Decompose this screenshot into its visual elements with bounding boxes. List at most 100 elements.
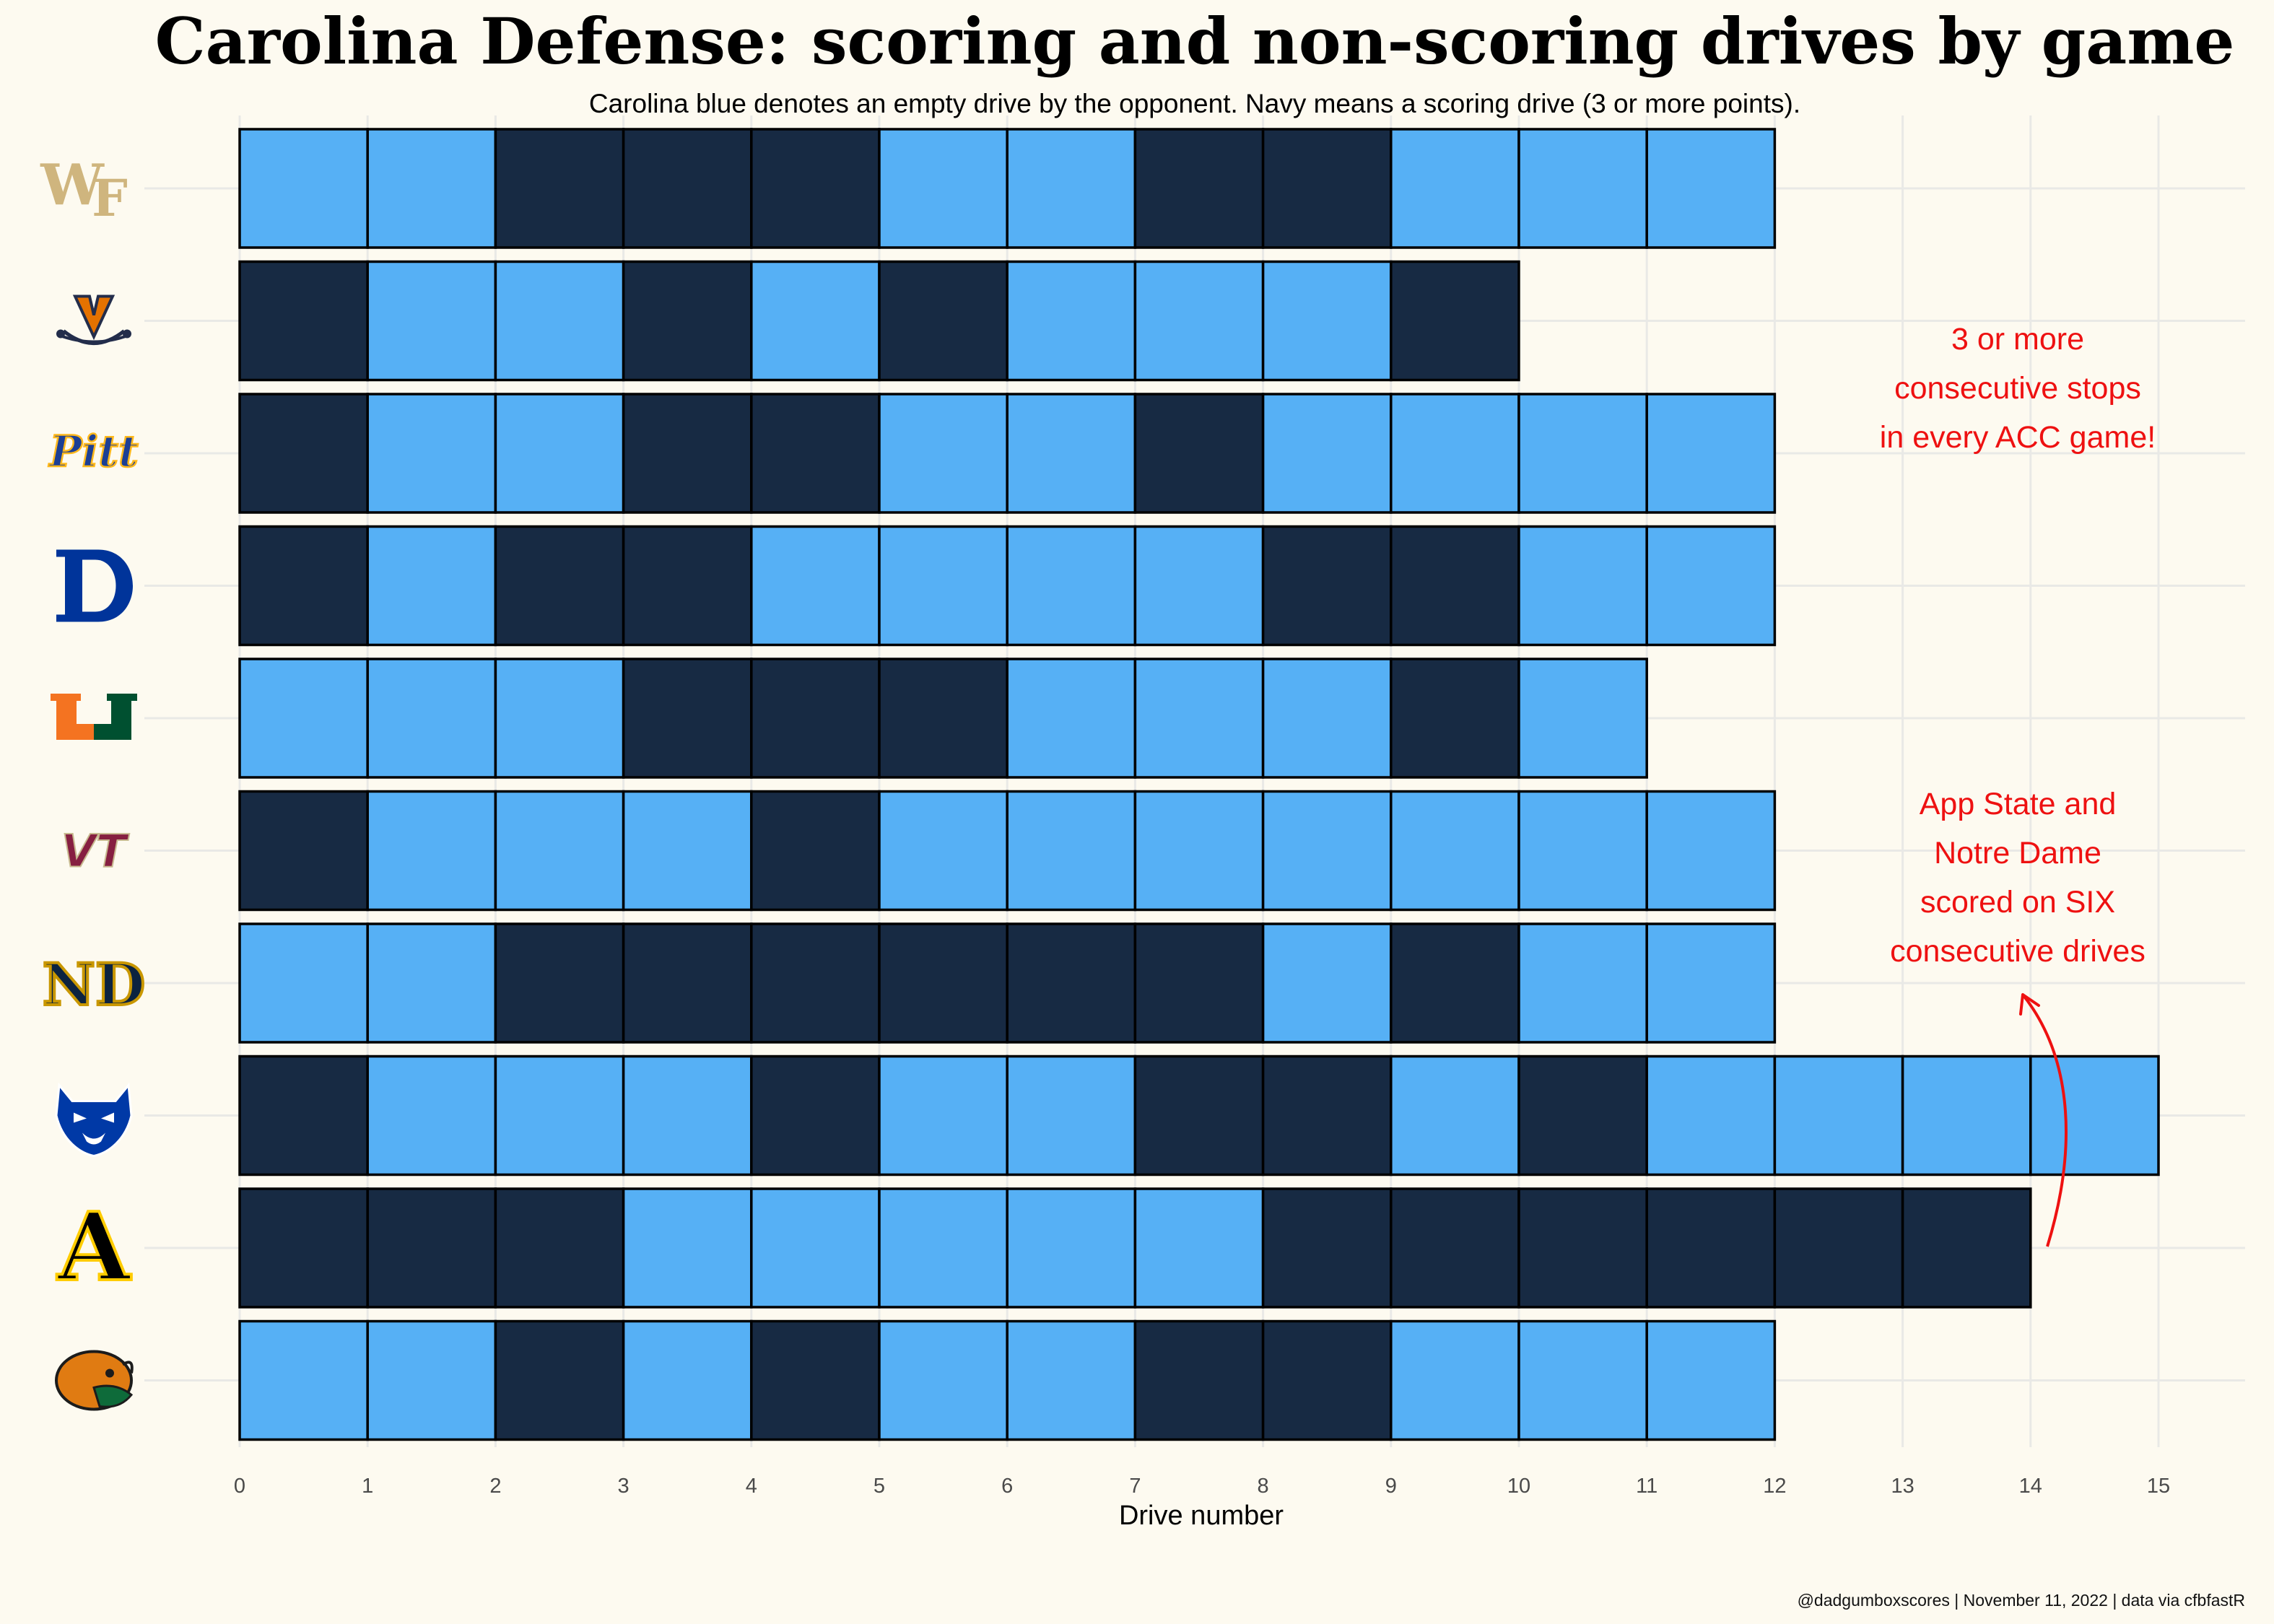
drive-empty bbox=[1261, 922, 1393, 1044]
drive-empty bbox=[238, 128, 369, 249]
team-logo-vt: VT bbox=[61, 824, 131, 878]
game-row bbox=[238, 525, 1777, 647]
drive-scoring bbox=[622, 393, 753, 514]
drive-scoring bbox=[1133, 128, 1265, 249]
drive-scoring bbox=[494, 1187, 625, 1309]
arrow-head bbox=[2019, 993, 2040, 1016]
drive-scoring bbox=[750, 128, 881, 249]
drive-scoring bbox=[1390, 658, 1520, 779]
u-serif-right bbox=[107, 694, 137, 701]
panther-head bbox=[55, 1082, 133, 1158]
drive-scoring bbox=[622, 658, 753, 779]
team-logo-nd: ND bbox=[41, 949, 147, 1020]
drive-empty bbox=[366, 1319, 497, 1441]
drive-empty bbox=[622, 790, 753, 912]
game-row bbox=[238, 658, 1648, 779]
drive-empty bbox=[366, 260, 497, 382]
x-tick-label: 14 bbox=[2019, 1475, 2042, 1498]
drive-scoring bbox=[1901, 1187, 2032, 1309]
drive-scoring bbox=[1517, 1055, 1648, 1176]
drive-empty bbox=[1006, 1319, 1137, 1441]
team-logo-wf: WF bbox=[40, 152, 128, 228]
drive-empty bbox=[494, 658, 625, 779]
x-tick-label: 2 bbox=[489, 1475, 501, 1498]
x-tick-label: 4 bbox=[746, 1475, 757, 1498]
duke-d-inner bbox=[82, 559, 116, 612]
game-row bbox=[238, 260, 1520, 382]
drive-empty bbox=[366, 658, 497, 779]
drive-bars bbox=[238, 128, 2160, 1441]
annotation-line: App State and bbox=[1920, 787, 2117, 821]
drive-empty bbox=[1006, 525, 1137, 647]
drive-empty bbox=[1006, 790, 1137, 912]
team-logo-panther bbox=[55, 1082, 133, 1158]
drive-empty bbox=[750, 525, 881, 647]
sabre-right bbox=[58, 333, 129, 344]
drive-empty bbox=[494, 1055, 625, 1176]
team-logo-a: A bbox=[55, 1190, 134, 1304]
drive-scoring bbox=[1261, 1187, 1393, 1309]
game-row bbox=[238, 393, 1777, 514]
drive-scoring bbox=[622, 260, 753, 382]
game-row bbox=[238, 790, 1777, 912]
drive-empty bbox=[1133, 260, 1265, 382]
annotation-line: Notre Dame bbox=[1934, 836, 2101, 870]
drive-empty bbox=[1006, 658, 1137, 779]
team-logo-u bbox=[51, 694, 137, 740]
drive-empty bbox=[1645, 790, 1777, 912]
drive-empty bbox=[494, 790, 625, 912]
x-axis-label: Drive number bbox=[1119, 1501, 1284, 1531]
chart-subtitle: Carolina blue denotes an empty drive by … bbox=[589, 89, 1800, 118]
team-logo-pitt: Pitt bbox=[47, 426, 139, 479]
x-tick-label: 0 bbox=[234, 1475, 245, 1498]
drive-empty bbox=[366, 1055, 497, 1176]
drive-empty bbox=[622, 1055, 753, 1176]
drive-empty bbox=[238, 922, 369, 1044]
team-logo-rattler bbox=[55, 1350, 134, 1411]
drive-empty bbox=[1517, 128, 1648, 249]
drive-empty bbox=[1261, 658, 1393, 779]
team-logo-d bbox=[56, 549, 133, 622]
pitt-script: Pitt bbox=[48, 427, 139, 477]
drive-empty bbox=[366, 790, 497, 912]
x-tick-label: 3 bbox=[618, 1475, 630, 1498]
drive-empty bbox=[494, 260, 625, 382]
drive-scoring bbox=[750, 922, 881, 1044]
wf-letter-w: W bbox=[40, 152, 105, 218]
drive-scoring bbox=[238, 260, 369, 382]
vt-letters: VT bbox=[61, 825, 130, 878]
rattler-jaw bbox=[92, 1384, 134, 1408]
drive-scoring bbox=[878, 658, 1009, 779]
annotation-line: in every ACC game! bbox=[1880, 420, 2156, 455]
drive-empty bbox=[1006, 393, 1137, 514]
rattler-fang bbox=[121, 1361, 134, 1374]
annotation-arrow bbox=[2019, 993, 2068, 1247]
drive-empty bbox=[1517, 1319, 1648, 1441]
annotation-consecutive-stops: 3 or more consecutive stops in every ACC… bbox=[1880, 322, 2156, 455]
drive-empty bbox=[878, 1319, 1009, 1441]
drive-scoring bbox=[238, 1187, 369, 1309]
drive-empty bbox=[494, 393, 625, 514]
panther-mouth bbox=[82, 1132, 105, 1145]
drive-empty bbox=[1517, 393, 1648, 514]
drive-empty bbox=[622, 1319, 753, 1441]
x-tick-label: 8 bbox=[1258, 1475, 1269, 1498]
drive-empty bbox=[878, 1187, 1009, 1309]
rattler-eye bbox=[105, 1368, 114, 1378]
drive-scoring bbox=[1133, 393, 1265, 514]
arrow-curve bbox=[2021, 993, 2068, 1247]
drive-scoring bbox=[238, 393, 369, 514]
drive-empty bbox=[1517, 922, 1648, 1044]
drive-empty bbox=[1517, 658, 1648, 779]
game-row bbox=[238, 1055, 2160, 1176]
game-row bbox=[238, 922, 1777, 1044]
annotation-line: 3 or more bbox=[1951, 322, 2084, 357]
drive-empty bbox=[1645, 525, 1777, 647]
x-tick-label: 10 bbox=[1507, 1475, 1530, 1498]
drive-empty bbox=[1390, 790, 1520, 912]
sabre-hilt bbox=[56, 329, 65, 339]
drive-empty bbox=[1133, 790, 1265, 912]
drive-scoring bbox=[1390, 525, 1520, 647]
drive-empty bbox=[1645, 1055, 1777, 1176]
